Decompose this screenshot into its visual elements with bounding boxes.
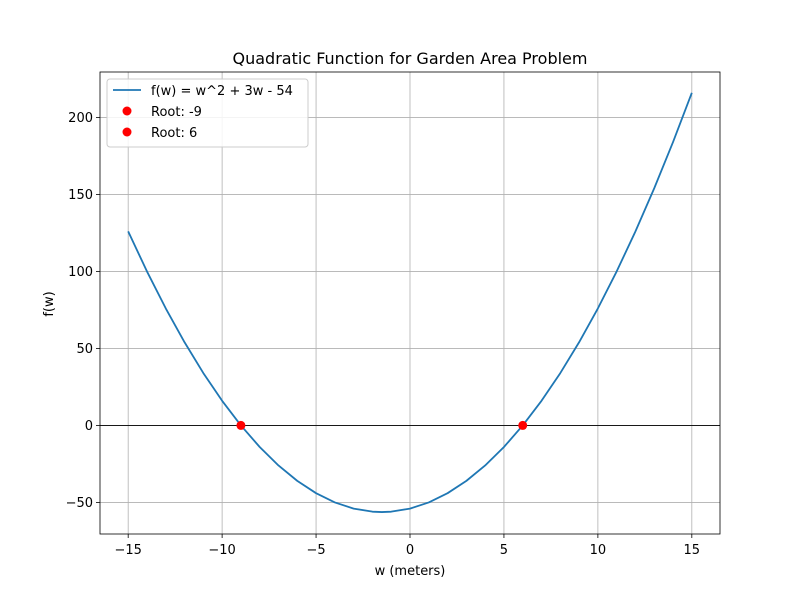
series-layer — [127, 92, 693, 513]
y-axis-label: f(w) — [42, 291, 57, 316]
legend: f(w) = w^2 + 3w - 54 Root: -9 Root: 6 — [106, 78, 309, 148]
y-tick-label: 150 — [68, 188, 93, 203]
legend-label: Root: 6 — [151, 126, 197, 141]
chart-title: Quadratic Function for Garden Area Probl… — [233, 49, 588, 68]
y-tick-label: 100 — [68, 265, 93, 280]
y-tick-label: 200 — [68, 111, 93, 126]
x-tick-label: −5 — [306, 543, 325, 558]
legend-box — [106, 78, 309, 148]
series-line — [127, 92, 693, 513]
y-tick-label: −50 — [66, 496, 93, 511]
legend-marker-swatch — [122, 106, 132, 116]
root-point — [518, 420, 528, 430]
x-tick-label: 15 — [684, 543, 701, 558]
x-tick-label: 10 — [590, 543, 607, 558]
x-tick-label: 0 — [406, 543, 414, 558]
y-tick-label: 50 — [76, 342, 93, 357]
legend-label: Root: -9 — [151, 105, 202, 120]
legend-marker-swatch — [122, 127, 132, 137]
x-tick-label: 5 — [500, 543, 508, 558]
y-tick-label: 0 — [85, 419, 93, 434]
root-point — [236, 420, 246, 430]
x-tick-label: −15 — [114, 543, 141, 558]
x-axis-label: w (meters) — [375, 564, 446, 579]
x-tick-label: −10 — [208, 543, 235, 558]
legend-label: f(w) = w^2 + 3w - 54 — [151, 84, 293, 99]
